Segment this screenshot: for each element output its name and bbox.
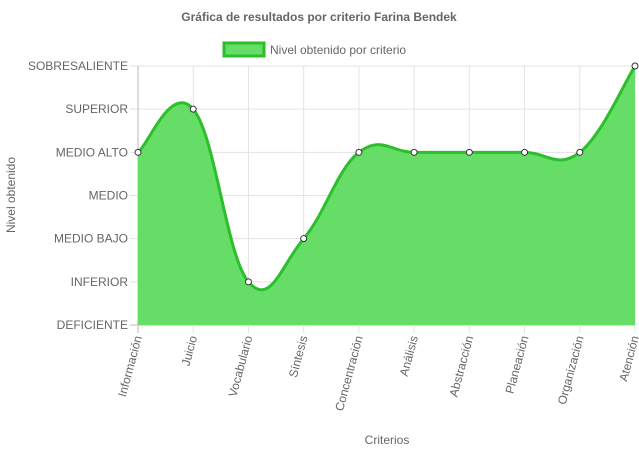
x-tick-label: Organización: [555, 334, 587, 406]
data-point-9[interactable]: [576, 148, 584, 156]
legend-label: Nivel obtenido por criterio: [270, 43, 406, 57]
series-area: [138, 66, 635, 325]
data-point-1[interactable]: [134, 148, 142, 156]
x-tick-label: Vocabulario: [226, 334, 256, 399]
y-tick-label: MEDIO BAJO: [54, 232, 128, 246]
data-point-2[interactable]: [189, 105, 197, 113]
data-point-4[interactable]: [300, 235, 308, 243]
x-tick-label: Abstracción: [446, 334, 476, 398]
area-layer: [136, 65, 637, 325]
x-tick-labels: Información Juicio Vocabulario Síntesis Conc…: [115, 334, 639, 413]
x-tick-label: Análisis: [397, 334, 421, 378]
x-tick-label: Información: [115, 334, 145, 398]
y-tick-label: MEDIO ALTO: [56, 145, 128, 159]
x-tick-label: Juicio: [179, 334, 201, 368]
y-tick-label: DEFICIENTE: [57, 318, 128, 332]
x-tick-label: Concentración: [332, 334, 366, 412]
y-tick-label: SUPERIOR: [65, 102, 128, 116]
y-tick-label: MEDIO: [89, 189, 128, 203]
data-points: [134, 62, 639, 286]
data-point-5[interactable]: [355, 148, 363, 156]
chart-title: Gráfica de resultados por criterio Farin…: [181, 10, 457, 24]
y-tick-labels: DEFICIENTE INFERIOR MEDIO BAJO MEDIO MEDIO A…: [28, 59, 128, 332]
y-axis-title: Nivel obtenido: [4, 157, 18, 233]
x-tick-label: Planeación: [503, 334, 532, 395]
data-point-7[interactable]: [465, 148, 473, 156]
y-tick-label: INFERIOR: [71, 275, 129, 289]
x-tick-label: Síntesis: [286, 334, 311, 379]
data-point-8[interactable]: [521, 148, 529, 156]
x-tick-label: Atención: [616, 334, 639, 383]
x-axis-title: Criterios: [365, 433, 410, 447]
legend[interactable]: Nivel obtenido por criterio: [222, 41, 406, 58]
data-point-10[interactable]: [631, 62, 639, 70]
data-point-3[interactable]: [244, 278, 252, 286]
legend-swatch: [222, 41, 266, 58]
data-point-6[interactable]: [410, 148, 418, 156]
y-tick-label: SOBRESALIENTE: [28, 59, 128, 73]
